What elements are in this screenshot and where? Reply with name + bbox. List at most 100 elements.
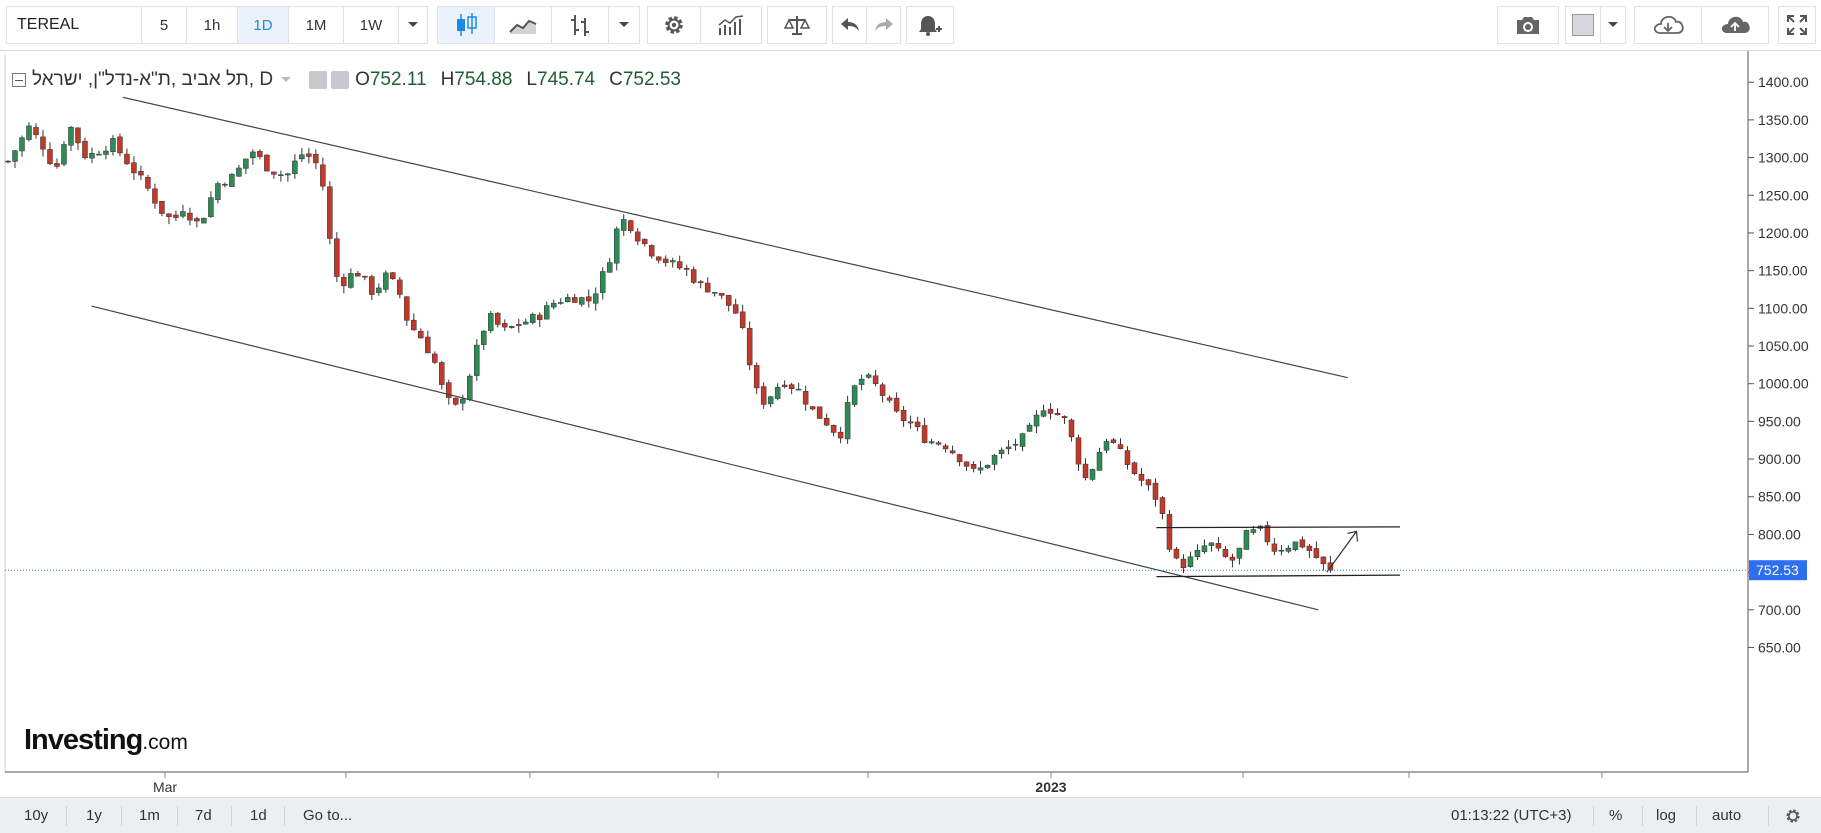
bars-style-button[interactable] [551, 6, 609, 44]
candle-body [467, 375, 473, 401]
candle-body [914, 421, 921, 428]
settings-button[interactable] [647, 6, 701, 44]
separator [1696, 806, 1697, 826]
gear-icon[interactable] [331, 71, 350, 89]
candle-body [1313, 548, 1320, 558]
candle-body [1215, 543, 1222, 549]
trendline-range-bottom[interactable] [1156, 574, 1401, 578]
chart-type-dropdown-button[interactable] [608, 6, 640, 44]
candle-body [662, 258, 669, 264]
candle-body [1264, 525, 1271, 543]
ohlc-open: O752.11 [355, 69, 426, 91]
high-label: H [440, 69, 455, 90]
legend-title: תל אביב ,ת"א-נדל"ן, ישראל, D [32, 69, 274, 90]
candle-body [592, 293, 599, 304]
price-tick-label: 850.00 [1758, 489, 1801, 505]
candle-body [571, 297, 578, 303]
chevron-down-icon[interactable] [279, 75, 293, 85]
candle-body [551, 302, 557, 308]
candle-body [1138, 473, 1145, 481]
symbol-input[interactable]: TEREAL [6, 6, 142, 44]
candle-body [523, 321, 529, 325]
low-label: L [526, 69, 537, 90]
candle-body [1026, 424, 1033, 432]
candle-body [606, 262, 613, 273]
candle-body [655, 256, 662, 261]
candle-body [1278, 549, 1285, 552]
open-value: 752.11 [369, 69, 427, 90]
save-chart-button[interactable] [1701, 6, 1769, 44]
candle-body [152, 188, 158, 204]
candles-style-button[interactable] [437, 6, 495, 44]
chart-properties-button[interactable] [1784, 798, 1802, 833]
range-7d-button[interactable]: 7d [195, 798, 212, 833]
range-1y-button[interactable]: 1y [86, 798, 102, 833]
candle-body [327, 186, 333, 239]
add-alert-button[interactable] [906, 6, 954, 44]
candle-body [75, 127, 81, 144]
separator [1593, 806, 1594, 826]
range-1m-button[interactable]: 1m [139, 798, 160, 833]
bottom-bar: 10y 1y 1m 7d 1d Go to... 01:13:22 (UTC+3… [0, 797, 1821, 833]
range-10y-button[interactable]: 10y [24, 798, 48, 833]
area-style-button[interactable] [494, 6, 552, 44]
indicators-button[interactable] [700, 6, 762, 44]
interval-1m-button[interactable]: 1M [288, 6, 344, 44]
trendline-channel-upper[interactable] [122, 96, 1348, 379]
collapse-legend-icon[interactable] [12, 73, 26, 87]
log-label: log [1656, 807, 1677, 824]
candle-body [1285, 547, 1292, 552]
candle-body [970, 464, 977, 469]
trendline-range-top[interactable] [1156, 526, 1401, 529]
candle-body [1012, 444, 1019, 446]
candle-body [599, 271, 606, 293]
screenshot-button[interactable] [1497, 6, 1559, 44]
fullscreen-button[interactable] [1778, 6, 1816, 44]
candle-body [229, 174, 235, 187]
symbol-text: TEREAL [17, 16, 80, 33]
redo-button[interactable] [866, 6, 901, 44]
separator [66, 806, 67, 826]
candle-body [1061, 416, 1068, 419]
current-price-tag [1749, 560, 1807, 581]
interval-dropdown-button[interactable] [398, 6, 428, 44]
interval-label: 1h [203, 16, 221, 34]
candle-body [1173, 548, 1180, 559]
color-dropdown-button[interactable] [1600, 6, 1626, 44]
candle-body [250, 151, 256, 159]
candle-body [82, 140, 88, 158]
candle-body [1110, 439, 1117, 443]
range-1d-button[interactable]: 1d [250, 798, 267, 833]
candle-body [474, 344, 480, 376]
eye-icon[interactable] [309, 71, 328, 89]
candle-body [1320, 556, 1327, 565]
interval-1w-button[interactable]: 1W [343, 6, 399, 44]
interval-1d-button[interactable]: 1D [237, 6, 289, 44]
trendline-channel-lower[interactable] [91, 305, 1319, 611]
price-chart[interactable]: 1400.00 1350.00 1300.00 1250.00 1200.00 1150.… [0, 51, 1821, 797]
candle-body [1243, 530, 1250, 550]
compare-button[interactable] [767, 6, 827, 44]
candle-body [774, 386, 781, 399]
candle-body [1040, 410, 1047, 417]
percent-scale-toggle[interactable]: % [1609, 798, 1622, 833]
auto-scale-toggle[interactable]: auto [1712, 798, 1741, 833]
candle-body [1306, 545, 1313, 551]
candle-body [33, 127, 39, 136]
log-scale-toggle[interactable]: log [1656, 798, 1676, 833]
goto-date-button[interactable]: Go to... [303, 798, 352, 833]
breakout-arrow[interactable] [1326, 531, 1357, 573]
candle-body [1117, 444, 1124, 450]
interval-1h-button[interactable]: 1h [186, 6, 238, 44]
load-chart-button[interactable] [1634, 6, 1702, 44]
open-label: O [355, 69, 370, 90]
candle-body [1166, 514, 1173, 550]
candle-body [299, 154, 305, 160]
undo-button[interactable] [832, 6, 867, 44]
price-tick-label: 1400.00 [1758, 74, 1809, 90]
candle-body [495, 312, 501, 325]
interval-5-button[interactable]: 5 [141, 6, 187, 44]
chart-color-button[interactable] [1565, 6, 1601, 44]
candle-body [509, 326, 515, 328]
arrow-head-icon [1347, 530, 1359, 542]
